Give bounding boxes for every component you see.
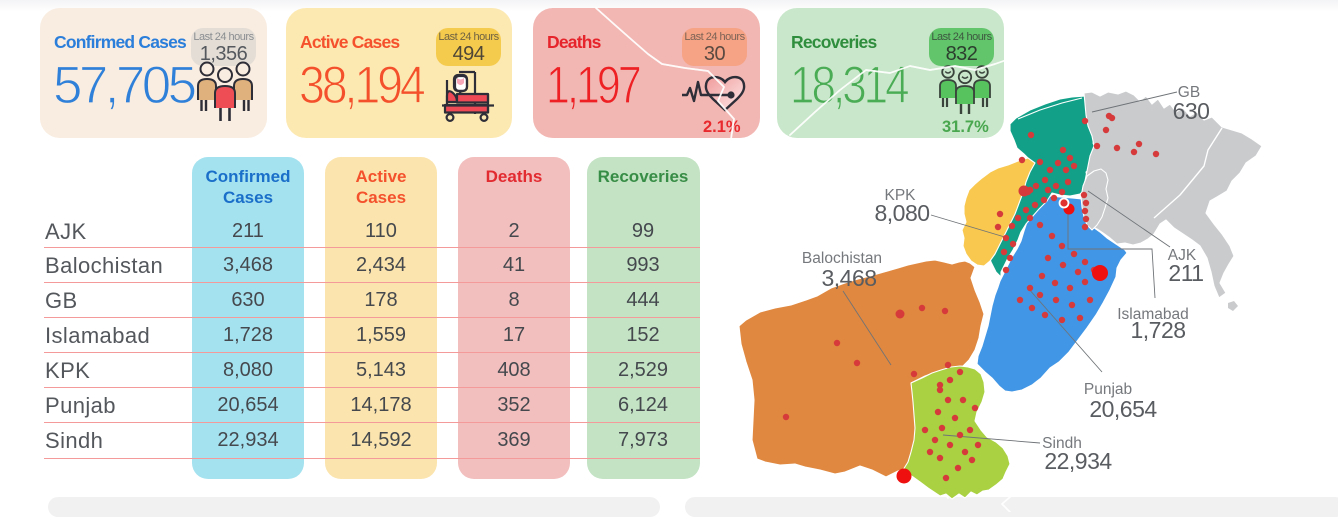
svg-text:Sindh: Sindh	[1042, 435, 1082, 452]
svg-text:211: 211	[1168, 260, 1203, 286]
svg-text:GB: GB	[1178, 84, 1200, 101]
svg-text:8,080: 8,080	[874, 200, 929, 226]
svg-text:630: 630	[1173, 98, 1210, 124]
svg-text:1,728: 1,728	[1130, 317, 1185, 343]
svg-text:AJK: AJK	[1168, 247, 1197, 264]
svg-text:22,934: 22,934	[1044, 448, 1112, 474]
svg-text:3,468: 3,468	[821, 265, 876, 291]
svg-text:Punjab: Punjab	[1084, 381, 1132, 398]
svg-text:Balochistan: Balochistan	[802, 250, 882, 267]
svg-text:KPK: KPK	[884, 187, 916, 204]
svg-text:20,654: 20,654	[1089, 396, 1157, 422]
svg-text:Islamabad: Islamabad	[1117, 306, 1189, 323]
